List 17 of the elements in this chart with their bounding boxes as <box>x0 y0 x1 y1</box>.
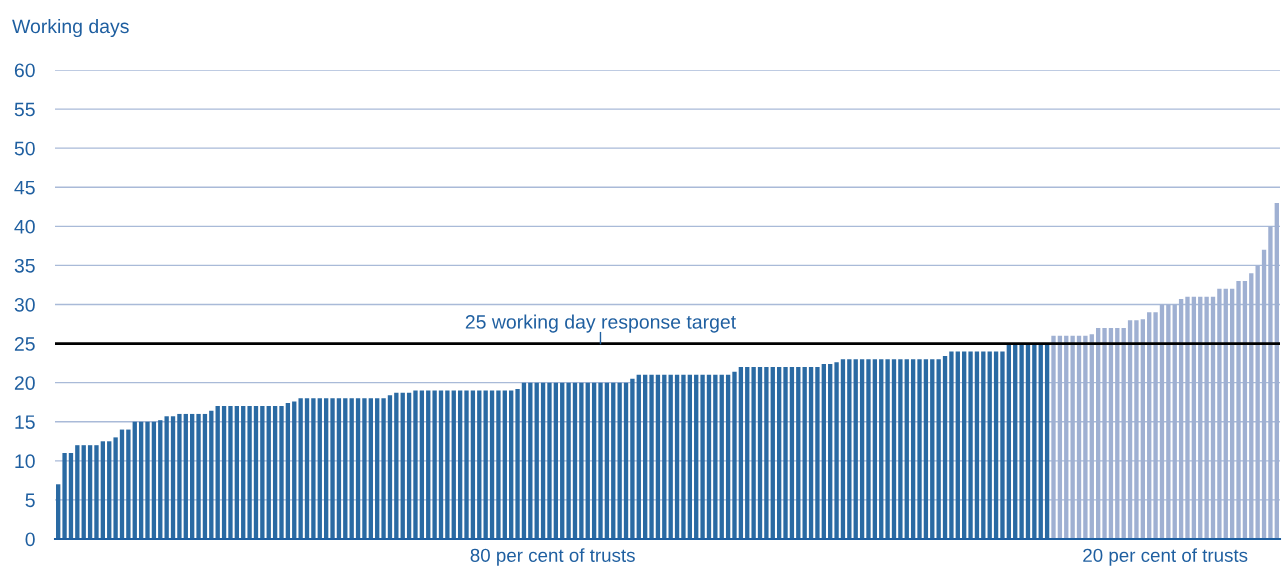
y-tick-label: 0 <box>25 532 35 547</box>
y-tick-label: 55 <box>14 102 35 117</box>
y-tick-label: 30 <box>14 297 35 312</box>
ref-line-label: 25 working day response target <box>465 314 736 333</box>
y-tick-label: 60 <box>14 63 35 78</box>
y-tick-label: 10 <box>15 454 35 469</box>
y-tick-label: 20 <box>14 376 35 390</box>
y-tick-label: 40 <box>14 219 35 234</box>
y-tick-label: 50 <box>14 141 35 156</box>
y-tick-label: 45 <box>14 180 35 195</box>
y-tick-label: 15 <box>15 415 35 429</box>
y-tick-label: 25 <box>14 337 35 351</box>
y-tick-label: 5 <box>25 493 35 508</box>
y-axis-title: Working days <box>12 18 129 38</box>
text: 20 per cent of trusts <box>1083 548 1248 566</box>
text: 80 per cent of trusts <box>470 548 635 566</box>
y-tick-label: 35 <box>14 258 35 273</box>
